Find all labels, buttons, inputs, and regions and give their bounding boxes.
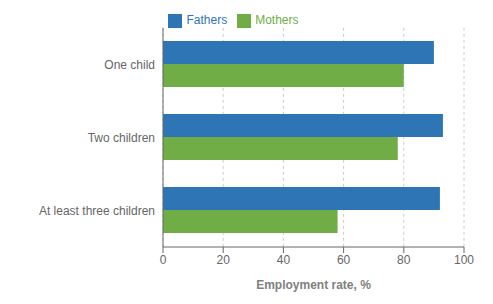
- svg-text:40: 40: [277, 253, 291, 267]
- svg-text:60: 60: [337, 253, 351, 267]
- html-text:Fathers: Fathers: [186, 13, 228, 27]
- svg-text:100: 100: [454, 253, 474, 267]
- svg-text:Employment rate, %: Employment rate, %: [256, 278, 371, 292]
- svg-text:Two children: Two children: [88, 131, 155, 145]
- html-text:Mothers: Mothers: [255, 13, 299, 27]
- svg-text:80: 80: [397, 253, 411, 267]
- svg-text:At least three children: At least three children: [39, 204, 155, 218]
- svg-text:One child: One child: [104, 58, 155, 72]
- svg-text:0: 0: [160, 253, 167, 267]
- svg-text:20: 20: [217, 253, 231, 267]
